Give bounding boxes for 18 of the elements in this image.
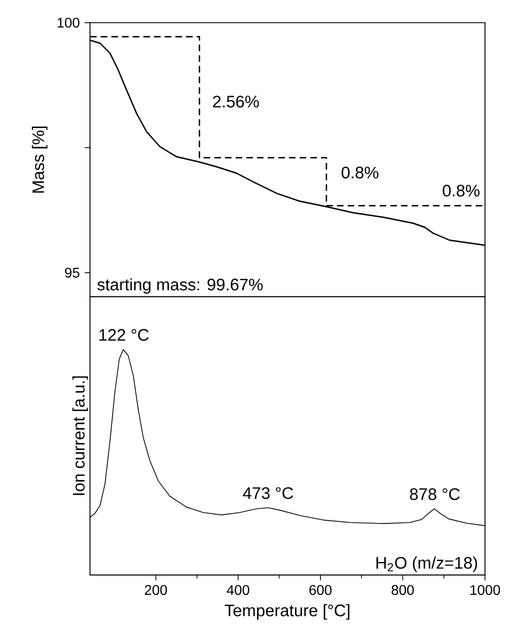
annotation: 2.56% xyxy=(213,96,259,108)
x-tick-label: 800 xyxy=(392,585,414,595)
annotation: starting mass: 99.67% xyxy=(97,278,263,294)
x-tick-label: 1000 xyxy=(470,585,500,595)
y-tick-label: 95 xyxy=(65,268,80,278)
text: H$_{2}$O (m/z=18) xyxy=(376,556,478,572)
y-axis-title: Mass [%] xyxy=(32,126,48,193)
annotation: 0.8% xyxy=(442,184,480,197)
y-axis-title: Ion current [a.u.] xyxy=(72,376,88,495)
y-tick-label: 100 xyxy=(58,18,80,28)
x-tick-label: 600 xyxy=(309,585,332,595)
x-axis-title: Temperature [°C] xyxy=(224,604,350,620)
annotation: 473 °C xyxy=(242,487,294,500)
annotation: 0.8% xyxy=(342,166,378,178)
annotation: 878 °C xyxy=(410,488,460,500)
annotation: 122 °C xyxy=(99,329,149,341)
x-tick-label: 200 xyxy=(144,585,167,595)
x-tick-label: 400 xyxy=(226,585,250,595)
